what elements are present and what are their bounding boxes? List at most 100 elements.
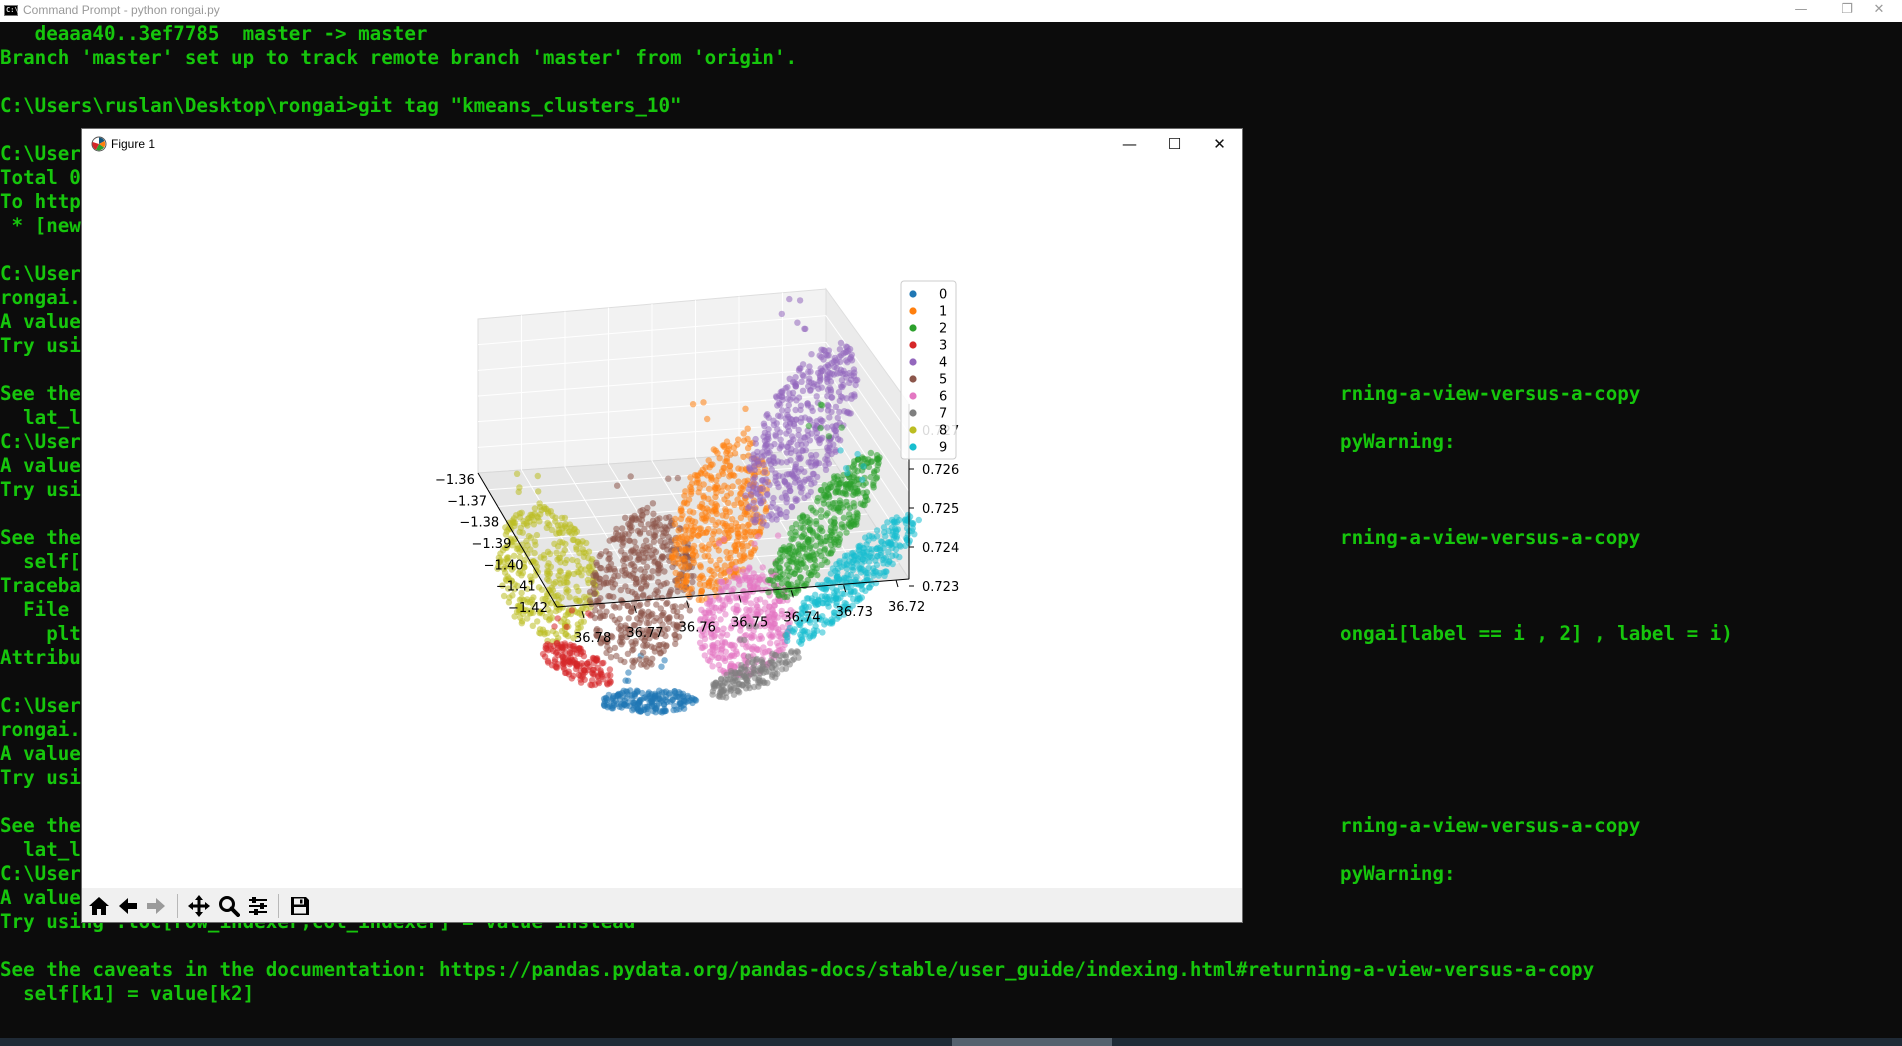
figure-titlebar[interactable]: Figure 1 — ☐ ✕: [82, 129, 1242, 159]
scatter-point: [715, 528, 723, 535]
scatter-point: [646, 629, 653, 636]
figure-close-button[interactable]: ✕: [1213, 135, 1226, 153]
figure-maximize-button[interactable]: ☐: [1167, 135, 1182, 153]
scatter-point: [627, 473, 634, 480]
scatter-point: [706, 566, 713, 574]
scatter-point: [602, 574, 609, 581]
scatter-point: [737, 622, 745, 630]
scatter-point: [750, 662, 758, 669]
scatter-point: [768, 664, 776, 671]
scatter-point: [534, 472, 541, 480]
scatter-point: [761, 452, 768, 459]
scatter-point: [720, 686, 727, 693]
scatter-point: [659, 594, 666, 602]
configure-subplots-button[interactable]: [244, 892, 272, 920]
scatter-points: [494, 295, 922, 717]
scatter-point: [862, 493, 869, 500]
scatter-point: [891, 519, 899, 527]
scatter-point: [649, 655, 656, 662]
scatter-point: [800, 599, 807, 606]
scatter-point: [529, 609, 537, 617]
scatter-point: [678, 603, 685, 610]
scatter-point: [704, 656, 712, 664]
close-button[interactable]: ✕: [1873, 2, 1885, 17]
scatter-point: [707, 557, 714, 564]
scatter-point: [680, 705, 688, 712]
back-button[interactable]: [114, 892, 142, 920]
scatter-point: [859, 455, 867, 463]
scatter-point: [723, 548, 730, 556]
scatter-point: [850, 461, 858, 468]
z-tick-label: 0.726: [922, 463, 959, 478]
x-tick-mark: [738, 595, 742, 603]
legend-label: 9: [939, 441, 947, 456]
scatter-point: [709, 663, 716, 670]
minimize-button[interactable]: —: [1794, 2, 1808, 17]
scatter-point: [838, 352, 845, 359]
scatter-point: [499, 582, 506, 589]
figure-minimize-button[interactable]: —: [1122, 135, 1137, 153]
scatter-point: [831, 609, 838, 616]
scatter-point: [735, 436, 742, 443]
scroll-thumb[interactable]: [952, 1038, 1112, 1046]
scatter-point: [678, 545, 686, 552]
home-button[interactable]: [85, 892, 113, 920]
scatter-point: [631, 692, 638, 700]
scatter-point: [737, 500, 744, 507]
scatter-point: [536, 609, 543, 617]
scatter-point: [719, 442, 727, 449]
scatter-point: [536, 500, 543, 507]
scatter-point: [544, 568, 551, 575]
scatter-point: [608, 613, 616, 620]
scatter-point: [616, 604, 623, 611]
scatter-point: [821, 538, 828, 545]
scatter-point: [798, 415, 805, 422]
scatter-point: [689, 578, 696, 586]
scatter-point: [880, 560, 887, 567]
scatter-point: [752, 623, 760, 630]
scatter-point: [657, 605, 664, 612]
scatter-point: [658, 555, 665, 562]
scatter-point: [717, 572, 724, 579]
scatter-point: [710, 446, 717, 453]
scatter-point: [795, 431, 802, 439]
scatter-point: [792, 447, 800, 454]
scatter-point: [631, 538, 638, 545]
cluster-0-points: [600, 652, 700, 717]
scatter-point: [734, 441, 741, 448]
scatter-point: [771, 459, 778, 467]
scatter-point: [801, 494, 808, 502]
scatter-point: [909, 525, 916, 532]
scatter-point: [593, 656, 600, 664]
scatter-point: [586, 597, 594, 604]
scatter-point: [851, 503, 858, 510]
scatter-point: [504, 542, 511, 549]
scatter-point: [758, 657, 765, 664]
forward-button[interactable]: [142, 892, 170, 920]
scatter-point: [868, 458, 876, 465]
scatter-point: [778, 580, 786, 587]
scatter-point: [731, 450, 739, 457]
scatter-point: [629, 515, 636, 523]
scatter-point: [561, 546, 568, 554]
scatter-point: [741, 636, 748, 644]
scatter-point: [575, 562, 582, 569]
legend-label: 1: [939, 305, 947, 320]
scatter-point: [618, 548, 625, 555]
plot-canvas[interactable]: 36.78 36.77 36.76 36.75 36.74 36.73 36.72 −1.36…: [82, 159, 1242, 888]
console-line: See the rning-a-view-versus-a-copy: [0, 814, 1641, 837]
scatter-point: [820, 356, 827, 363]
scatter-point: [518, 595, 525, 602]
scatter-point: [510, 552, 518, 559]
save-button[interactable]: [286, 892, 314, 920]
scatter-point: [839, 383, 846, 391]
scatter-point: [746, 521, 753, 528]
scatter-point: [611, 573, 618, 580]
cluster-9-points: [783, 447, 922, 647]
scatter-point: [562, 612, 570, 619]
scatter-point: [806, 363, 813, 370]
scatter-point: [611, 644, 619, 652]
restore-button[interactable]: ❐: [1841, 2, 1853, 17]
zoom-button[interactable]: [215, 892, 243, 920]
pan-button[interactable]: [185, 892, 213, 920]
